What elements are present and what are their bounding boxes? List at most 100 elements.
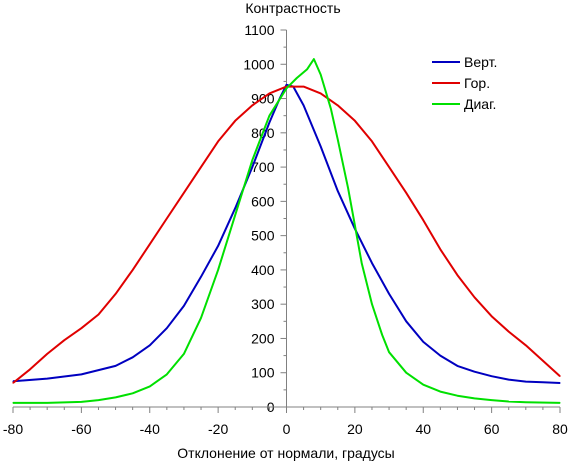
y-axis-title: Контрастность [245,0,340,16]
data-point [320,74,322,76]
data-point [97,313,100,316]
data-point [439,355,441,357]
data-point [337,104,339,106]
data-point [132,356,134,358]
data-point [234,207,236,209]
data-point [149,243,151,245]
data-point [12,382,14,384]
data-point [388,351,390,353]
x-axis-title: Отклонение от нормали, градусы [177,445,394,461]
legend: Верт. Гор. Диаг. [432,54,497,112]
data-point [46,353,48,355]
legend-label: Диаг. [464,96,496,112]
data-point [115,396,117,398]
data-point [347,187,349,189]
data-point [542,381,544,383]
data-point [381,334,383,336]
data-point [439,248,441,250]
x-tick-label: -80 [3,421,23,437]
data-point [320,145,322,148]
data-point [80,401,82,403]
data-point [46,402,48,404]
y-tick-label: 400 [251,262,275,278]
legend-label: Верт. [464,54,497,70]
data-point [491,375,493,377]
data-point [149,344,151,346]
legend-label: Гор. [464,75,490,91]
data-point [115,365,117,367]
y-tick-label: 500 [251,228,275,244]
data-point [313,58,315,60]
series-line [12,83,561,384]
y-tick-label: 300 [251,296,275,312]
data-point [525,344,527,346]
data-point [473,371,476,373]
data-point [508,400,510,403]
data-point [268,121,270,124]
data-point [80,327,82,329]
data-point [183,192,185,194]
series-3 [12,58,561,404]
data-point [559,375,561,377]
data-point [422,219,424,221]
data-point [405,372,407,374]
data-point [388,166,390,168]
data-point [371,262,373,264]
data-point [285,84,288,86]
x-tick-label: -20 [208,421,228,437]
data-point [149,385,151,387]
data-point [559,402,561,404]
data-point [251,104,253,106]
data-point [303,86,305,88]
data-point [183,353,185,355]
data-point [491,399,493,401]
data-point [183,305,185,307]
data-point [491,315,493,317]
data-point [371,140,373,142]
x-tick-label: 60 [484,421,500,437]
data-point [320,92,322,94]
data-point [337,139,339,141]
x-tick-label: 80 [552,421,568,437]
data-point [234,214,236,216]
data-point [303,104,305,106]
data-point [306,68,308,70]
data-point [422,341,424,343]
data-point [132,392,134,394]
data-point [371,303,373,305]
data-point [200,276,202,278]
x-tick-label: -40 [140,421,160,437]
data-point [337,190,339,192]
data-point [456,365,458,367]
data-point [388,293,390,295]
data-point [46,378,48,380]
x-tick-label: 20 [347,421,363,437]
data-point [115,293,117,295]
y-tick-label: 1100 [244,22,274,38]
data-point [473,397,476,399]
x-axis: -80 -60 -40 -20 0 20 40 60 80 [3,406,568,437]
data-point [296,77,298,79]
data-point [456,274,458,276]
data-point [456,395,458,397]
y-tick-label: 1000 [243,56,274,72]
x-tick-label: 0 [283,421,291,437]
data-point [285,87,288,89]
data-point [166,373,168,375]
data-point [525,401,527,403]
y-tick-label: 600 [251,193,275,209]
data-point [80,373,82,375]
data-point [508,331,510,333]
x-tick-label: -60 [71,421,91,437]
data-point [405,192,407,194]
data-point [251,166,253,168]
data-point [166,217,168,220]
data-point [234,120,236,122]
series-2 [12,85,561,384]
data-point [166,327,168,329]
data-point [268,92,270,94]
data-point [97,399,100,401]
data-point [217,140,219,142]
